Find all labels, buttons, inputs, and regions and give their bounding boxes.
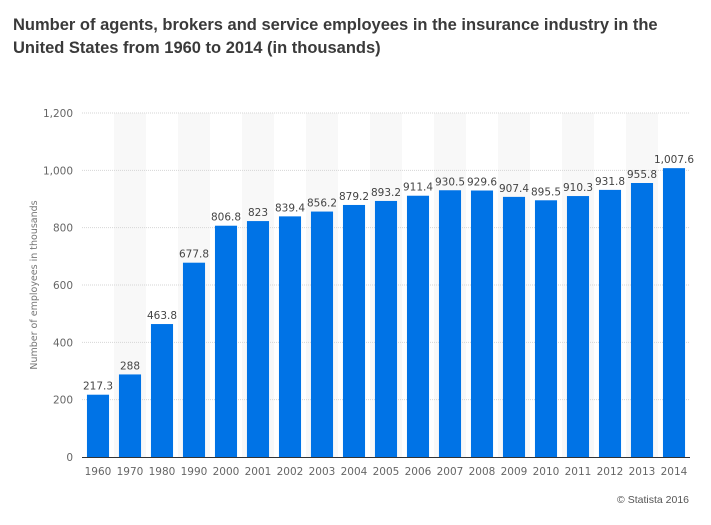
data-label: 879.2 [339,191,369,203]
y-tick-label: 800 [53,223,73,235]
bar [310,211,334,457]
x-tick-label: 2009 [501,466,528,478]
x-tick-label: 2010 [533,466,560,478]
data-label: 910.3 [563,182,593,194]
y-tick-label: 1,200 [43,108,73,120]
bar [438,190,462,458]
bar [598,189,622,457]
bar [406,195,430,457]
x-axis-ticks: 1960 1970 1980 1990 2000 2001 2002 2003 2004 2005… [85,466,688,478]
x-tick-label: 2013 [629,466,656,478]
x-tick-label: 1970 [117,466,144,478]
data-labels: 217.3 288 463.8 677.8 806.8 823 839.4 856.2879.… [83,154,694,393]
x-tick-label: 1990 [181,466,208,478]
bar [86,394,110,457]
x-tick-label: 2006 [405,466,432,478]
chart-title: Number of agents, brokers and service em… [13,16,658,57]
data-label: 893.2 [371,187,401,199]
bar [246,221,270,457]
data-label: 1,007.6 [654,154,694,166]
data-label: 911.4 [403,182,433,194]
data-label: 895.5 [531,186,561,198]
data-label: 288 [120,360,140,372]
bars [86,168,686,458]
y-tick-label: 0 [66,452,73,464]
data-label: 931.8 [595,176,625,188]
y-axis-ticks: 0 200 400 600 800 1,000 1,200 [43,108,73,464]
data-label: 930.5 [435,176,465,188]
bar [566,196,590,457]
x-tick-label: 2011 [565,466,592,478]
bar [182,262,206,457]
x-tick-label: 2014 [661,466,688,478]
bar [630,183,654,457]
data-label: 907.4 [499,183,529,195]
y-tick-label: 400 [53,337,73,349]
data-label: 856.2 [307,198,337,210]
x-tick-label: 1960 [85,466,112,478]
bar [118,374,142,457]
x-tick-label: 2012 [597,466,624,478]
bar [342,204,366,457]
statista-credit: © Statista 2016 [617,494,689,506]
y-axis-title: Number of employees in thousands [29,200,40,369]
y-tick-label: 1,000 [43,165,73,177]
bar [662,168,686,457]
bar [470,190,494,458]
data-label: 929.6 [467,177,497,189]
bar [374,200,398,457]
data-label: 955.8 [627,169,657,181]
data-label: 463.8 [147,310,177,322]
x-tick-label: 2001 [245,466,272,478]
x-tick-label: 2002 [277,466,304,478]
x-tick-label: 2005 [373,466,400,478]
data-label: 806.8 [211,212,241,224]
data-label: 217.3 [83,381,113,393]
x-tick-label: 2007 [437,466,464,478]
x-tick-label: 1980 [149,466,176,478]
bar [502,196,526,457]
bar [214,225,238,457]
data-label: 839.4 [275,202,305,214]
x-tick-label: 2008 [469,466,496,478]
x-tick-label: 2004 [341,466,368,478]
bar [278,216,302,457]
data-label: 677.8 [179,249,209,261]
bar [150,324,174,457]
x-tick-label: 2000 [213,466,240,478]
x-tick-label: 2003 [309,466,336,478]
y-tick-label: 200 [53,395,73,407]
y-tick-label: 600 [53,280,73,292]
data-label: 823 [248,207,268,219]
bar [534,200,558,458]
